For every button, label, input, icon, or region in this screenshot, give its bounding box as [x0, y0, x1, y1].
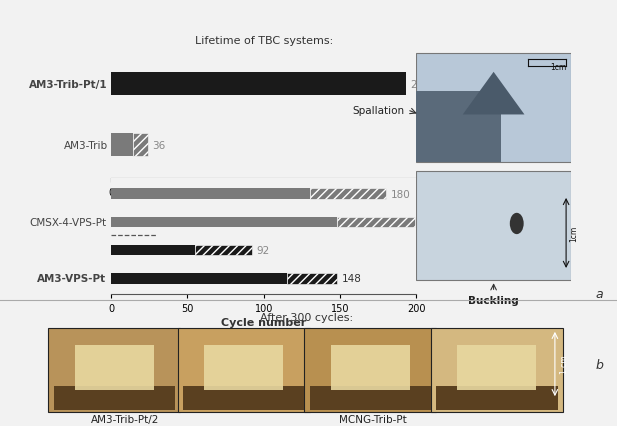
Text: 1cm: 1cm	[569, 225, 578, 242]
FancyBboxPatch shape	[416, 54, 571, 162]
Text: MCNG-Trib-Pt: MCNG-Trib-Pt	[339, 414, 407, 424]
Bar	[195, 245, 252, 256]
Text: AM3-Trib-Pt/2: AM3-Trib-Pt/2	[91, 414, 159, 424]
FancyBboxPatch shape	[204, 345, 283, 390]
Text: b: b	[595, 358, 603, 371]
FancyBboxPatch shape	[310, 386, 431, 411]
Bar	[337, 217, 415, 228]
FancyBboxPatch shape	[75, 345, 154, 390]
Bar	[111, 134, 133, 157]
Bar	[287, 273, 337, 284]
Bar	[111, 273, 287, 284]
Text: 180: 180	[391, 190, 410, 199]
FancyBboxPatch shape	[183, 386, 304, 411]
Bar	[111, 189, 310, 200]
Text: 36: 36	[152, 141, 165, 150]
Text: Buckling: Buckling	[468, 295, 519, 305]
Text: 1 cm: 1 cm	[560, 355, 569, 374]
Text: Spallation: Spallation	[352, 106, 404, 115]
FancyBboxPatch shape	[436, 386, 558, 411]
Text: After 300 cycles:: After 300 cycles:	[260, 312, 354, 322]
Circle shape	[510, 213, 524, 235]
Bar	[310, 189, 386, 200]
Text: AM3-Trib-Pt/1: AM3-Trib-Pt/1	[30, 80, 108, 89]
Text: CMSX-4-VPS-Pt: CMSX-4-VPS-Pt	[30, 217, 107, 227]
FancyBboxPatch shape	[457, 345, 536, 390]
Bar	[111, 73, 406, 96]
FancyBboxPatch shape	[49, 328, 180, 412]
FancyBboxPatch shape	[304, 328, 436, 412]
Bar	[111, 217, 337, 228]
Title: Lifetime of TBC systems:: Lifetime of TBC systems:	[194, 36, 333, 46]
Bar	[133, 134, 147, 157]
Text: 290: 290	[410, 80, 430, 89]
X-axis label: Cycle number: Cycle number	[221, 317, 307, 327]
Text: a: a	[595, 288, 603, 300]
Text: AM3-VPS-Pt: AM3-VPS-Pt	[38, 273, 107, 283]
Bar	[111, 245, 195, 256]
Text: AM3-Trib: AM3-Trib	[64, 141, 108, 150]
Text: 92: 92	[256, 245, 270, 256]
Polygon shape	[463, 72, 524, 115]
FancyBboxPatch shape	[416, 172, 571, 281]
FancyBboxPatch shape	[431, 328, 563, 412]
FancyBboxPatch shape	[416, 92, 501, 162]
FancyBboxPatch shape	[54, 386, 175, 411]
Text: 148: 148	[342, 273, 362, 283]
FancyBboxPatch shape	[331, 345, 410, 390]
FancyBboxPatch shape	[178, 328, 310, 412]
Text: 1cm: 1cm	[550, 63, 566, 72]
Text: 199: 199	[420, 217, 439, 227]
